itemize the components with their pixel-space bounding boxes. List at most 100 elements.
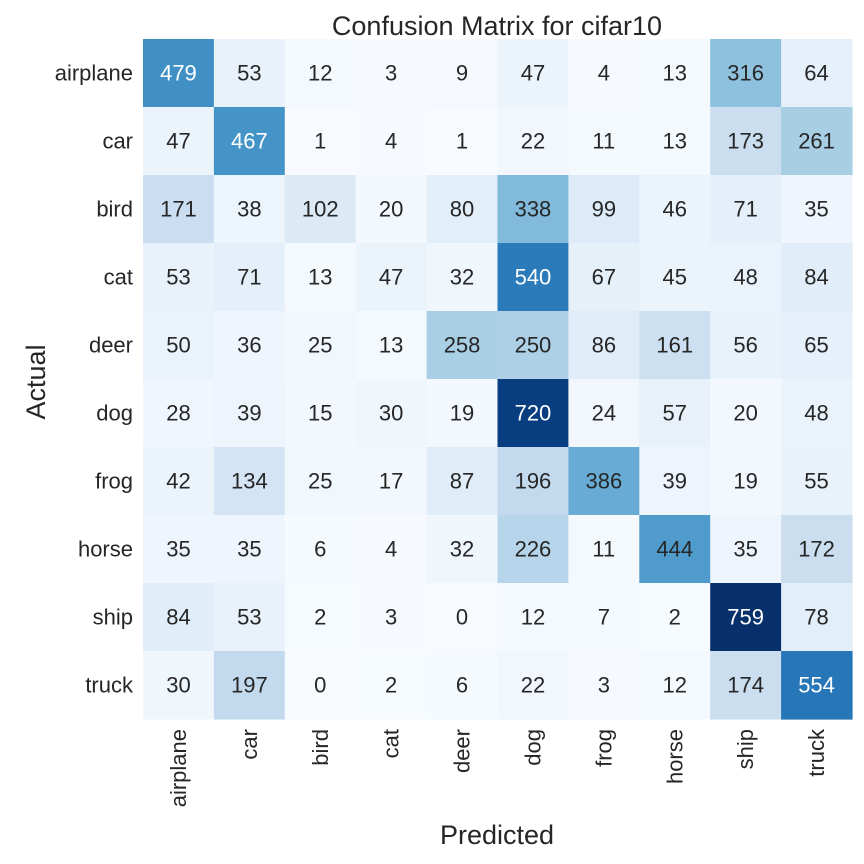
- heatmap-cell-label-8-8: 759: [727, 605, 764, 630]
- heatmap-cell-7-9: [781, 515, 853, 584]
- y-tick-label-cat: cat: [104, 265, 133, 290]
- heatmap-cell-5-8: [710, 379, 782, 448]
- heatmap-cell-label-3-3: 47: [379, 265, 403, 290]
- heatmap-cell-5-0: [143, 379, 215, 448]
- heatmap-cell-label-5-9: 48: [804, 401, 828, 426]
- heatmap-cell-5-9: [781, 379, 853, 448]
- heatmap-cell-1-6: [568, 107, 640, 176]
- heatmap-cell-3-8: [710, 243, 782, 312]
- heatmap-cell-4-8: [710, 311, 782, 380]
- heatmap-cell-label-4-7: 161: [656, 333, 693, 358]
- heatmap-cell-5-1: [213, 379, 286, 448]
- heatmap-cell-6-2: [284, 447, 357, 516]
- heatmap-cell-label-3-1: 71: [237, 265, 261, 290]
- heatmap-cell-label-3-4: 32: [450, 265, 474, 290]
- heatmap-cell-label-3-2: 13: [308, 265, 332, 290]
- chart-title: Confusion Matrix for cifar10: [332, 11, 662, 41]
- heatmap-cell-9-3: [355, 651, 428, 720]
- heatmap-cell-label-8-6: 7: [598, 605, 610, 630]
- heatmap-cell-label-2-7: 46: [663, 197, 687, 222]
- heatmap-cell-7-2: [284, 515, 357, 584]
- heatmap-cell-0-6: [568, 39, 640, 108]
- heatmap-cell-label-7-8: 35: [733, 537, 757, 562]
- heatmap-cell-label-8-0: 84: [166, 605, 190, 630]
- heatmap-cell-2-8: [710, 175, 782, 244]
- heatmap-cell-label-1-8: 173: [727, 129, 764, 154]
- heatmap-cell-7-5: [497, 515, 569, 584]
- heatmap-cell-4-0: [143, 311, 215, 380]
- heatmap-cell-label-9-9: 554: [798, 673, 835, 698]
- heatmap-cell-label-5-8: 20: [733, 401, 757, 426]
- heatmap-cell-1-9: [781, 107, 853, 176]
- y-tick-label-truck: truck: [85, 673, 134, 698]
- x-axis-label: Predicted: [440, 820, 554, 850]
- heatmap-cell-4-5: [497, 311, 569, 380]
- heatmap-cell-9-6: [568, 651, 640, 720]
- heatmap-cell-label-9-0: 30: [166, 673, 190, 698]
- heatmap-cell-0-1: [213, 39, 286, 108]
- heatmap-cell-label-4-3: 13: [379, 333, 403, 358]
- heatmap-cell-label-2-3: 20: [379, 197, 403, 222]
- heatmap-cell-label-3-0: 53: [166, 265, 190, 290]
- heatmap-cell-8-5: [497, 583, 569, 652]
- heatmap-cell-label-7-9: 172: [798, 537, 835, 562]
- heatmap-cell-6-0: [143, 447, 215, 516]
- heatmap-cell-label-3-5: 540: [515, 265, 552, 290]
- heatmap-cell-label-3-9: 84: [804, 265, 828, 290]
- heatmap-cell-8-2: [284, 583, 357, 652]
- heatmap-cell-label-0-9: 64: [804, 61, 828, 86]
- heatmap-cell-label-1-1: 467: [231, 129, 268, 154]
- heatmap-cell-5-2: [284, 379, 357, 448]
- heatmap-cell-label-1-0: 47: [166, 129, 190, 154]
- heatmap-cell-label-6-4: 87: [450, 469, 474, 494]
- heatmap-cell-1-7: [639, 107, 711, 176]
- heatmap-cell-6-5: [497, 447, 569, 516]
- heatmap-cell-label-5-3: 30: [379, 401, 403, 426]
- heatmap-cell-label-5-6: 24: [592, 401, 616, 426]
- heatmap-cell-1-3: [355, 107, 428, 176]
- heatmap-cell-label-1-2: 1: [314, 129, 326, 154]
- heatmap-cell-7-8: [710, 515, 782, 584]
- x-tick-label-truck: truck: [804, 728, 829, 777]
- heatmap-cell-6-8: [710, 447, 782, 516]
- heatmap-cell-label-6-1: 134: [231, 469, 268, 494]
- x-tick-label-horse: horse: [662, 729, 687, 784]
- heatmap-cell-3-4: [426, 243, 499, 312]
- heatmap-cell-label-0-4: 9: [456, 61, 468, 86]
- heatmap-cell-label-5-0: 28: [166, 401, 190, 426]
- heatmap-cell-4-9: [781, 311, 853, 380]
- heatmap-cell-label-7-2: 6: [314, 537, 326, 562]
- heatmap-cell-label-5-4: 19: [450, 401, 474, 426]
- heatmap-cell-label-7-1: 35: [237, 537, 261, 562]
- heatmap-cell-5-7: [639, 379, 711, 448]
- heatmap-cell-label-2-2: 102: [302, 197, 339, 222]
- heatmap-cell-9-9: [781, 651, 853, 720]
- heatmap-cell-label-4-9: 65: [804, 333, 828, 358]
- heatmap-cell-4-7: [639, 311, 711, 380]
- heatmap-cell-label-0-2: 12: [308, 61, 332, 86]
- heatmap-cell-label-9-8: 174: [727, 673, 764, 698]
- heatmap-cell-label-6-7: 39: [663, 469, 687, 494]
- heatmap-cell-label-8-1: 53: [237, 605, 261, 630]
- heatmap-cell-label-0-7: 13: [663, 61, 687, 86]
- heatmap-cell-2-4: [426, 175, 499, 244]
- heatmap-cell-8-9: [781, 583, 853, 652]
- heatmap-cell-1-8: [710, 107, 782, 176]
- heatmap-cell-label-8-9: 78: [804, 605, 828, 630]
- x-tick-label-bird: bird: [308, 729, 333, 766]
- heatmap-cell-5-4: [426, 379, 499, 448]
- heatmap-cell-label-7-3: 4: [385, 537, 397, 562]
- heatmap-cell-label-7-7: 444: [656, 537, 693, 562]
- heatmap-cell-label-5-2: 15: [308, 401, 332, 426]
- heatmap-cell-label-4-5: 250: [515, 333, 552, 358]
- heatmap-cell-label-1-7: 13: [663, 129, 687, 154]
- heatmap-cell-9-0: [143, 651, 215, 720]
- heatmap-cell-0-9: [781, 39, 853, 108]
- heatmap-cell-label-6-6: 386: [585, 469, 622, 494]
- x-tick-labels: airplane car bird cat deer dog frog horse ship tr…: [166, 728, 829, 807]
- heatmap-cell-5-5: [497, 379, 569, 448]
- y-tick-labels: airplane car bird cat deer dog frog horse ship tr…: [55, 61, 134, 698]
- heatmap-cell-label-8-7: 2: [669, 605, 681, 630]
- heatmap-cell-label-9-6: 3: [598, 673, 610, 698]
